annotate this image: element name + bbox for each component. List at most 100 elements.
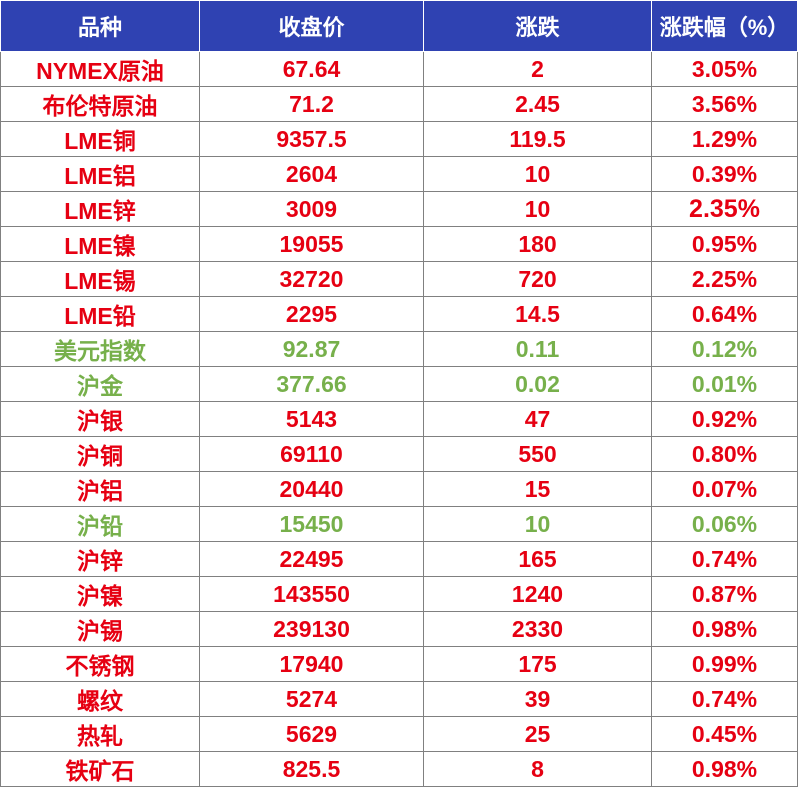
cell-change-percent: 0.99% xyxy=(651,646,798,682)
table-row: LME锡 32720 720 2.25% xyxy=(0,261,798,297)
header-change-percent: 涨跌幅（%） xyxy=(651,0,798,52)
cell-variety: LME锡 xyxy=(0,261,200,297)
table-header: 品种 收盘价 涨跌 涨跌幅（%） xyxy=(0,0,798,52)
cell-change-percent: 2.25% xyxy=(651,261,798,297)
cell-change: 1240 xyxy=(423,576,652,612)
cell-variety: NYMEX原油 xyxy=(0,51,200,87)
cell-change: 2 xyxy=(423,51,652,87)
cell-change-percent: 1.29% xyxy=(651,121,798,157)
cell-change-percent: 0.74% xyxy=(651,681,798,717)
cell-variety: 沪金 xyxy=(0,366,200,402)
cell-change: 25 xyxy=(423,716,652,752)
cell-change-percent: 0.06% xyxy=(651,506,798,542)
cell-change-percent: 0.87% xyxy=(651,576,798,612)
cell-change: 2330 xyxy=(423,611,652,647)
cell-change-percent: 0.92% xyxy=(651,401,798,437)
cell-close-price: 239130 xyxy=(199,611,424,647)
cell-variety: LME铅 xyxy=(0,296,200,332)
cell-change: 14.5 xyxy=(423,296,652,332)
cell-change-percent: 2.35% xyxy=(651,191,798,227)
table-row: LME铅 2295 14.5 0.64% xyxy=(0,296,798,332)
cell-variety: LME铜 xyxy=(0,121,200,157)
cell-close-price: 67.64 xyxy=(199,51,424,87)
cell-variety: 不锈钢 xyxy=(0,646,200,682)
cell-variety: 沪铅 xyxy=(0,506,200,542)
cell-close-price: 22495 xyxy=(199,541,424,577)
cell-close-price: 15450 xyxy=(199,506,424,542)
cell-change: 10 xyxy=(423,506,652,542)
table-row: LME铝 2604 10 0.39% xyxy=(0,156,798,192)
table-row: 沪锌 22495 165 0.74% xyxy=(0,541,798,577)
cell-variety: LME镍 xyxy=(0,226,200,262)
cell-variety: 美元指数 xyxy=(0,331,200,367)
header-variety: 品种 xyxy=(0,0,200,52)
table-row: 不锈钢 17940 175 0.99% xyxy=(0,646,798,682)
cell-change-percent: 0.01% xyxy=(651,366,798,402)
cell-variety: 沪锌 xyxy=(0,541,200,577)
cell-change-percent: 0.74% xyxy=(651,541,798,577)
cell-close-price: 3009 xyxy=(199,191,424,227)
cell-variety: LME锌 xyxy=(0,191,200,227)
header-row: 品种 收盘价 涨跌 涨跌幅（%） xyxy=(0,0,798,52)
cell-change-percent: 0.98% xyxy=(651,611,798,647)
header-close-price: 收盘价 xyxy=(199,0,424,52)
cell-change-percent: 0.95% xyxy=(651,226,798,262)
table-row: 美元指数 92.87 0.11 0.12% xyxy=(0,331,798,367)
cell-change: 47 xyxy=(423,401,652,437)
cell-change: 165 xyxy=(423,541,652,577)
cell-close-price: 9357.5 xyxy=(199,121,424,157)
table-row: 沪铜 69110 550 0.80% xyxy=(0,436,798,472)
cell-variety: 螺纹 xyxy=(0,681,200,717)
cell-variety: 沪银 xyxy=(0,401,200,437)
cell-close-price: 5274 xyxy=(199,681,424,717)
table-row: 布伦特原油 71.2 2.45 3.56% xyxy=(0,86,798,122)
cell-change: 550 xyxy=(423,436,652,472)
cell-close-price: 92.87 xyxy=(199,331,424,367)
table-row: 沪银 5143 47 0.92% xyxy=(0,401,798,437)
table-row: LME镍 19055 180 0.95% xyxy=(0,226,798,262)
cell-close-price: 20440 xyxy=(199,471,424,507)
cell-change-percent: 0.07% xyxy=(651,471,798,507)
cell-variety: 热轧 xyxy=(0,716,200,752)
cell-change: 119.5 xyxy=(423,121,652,157)
cell-variety: 沪镍 xyxy=(0,576,200,612)
cell-change: 175 xyxy=(423,646,652,682)
table-row: NYMEX原油 67.64 2 3.05% xyxy=(0,51,798,87)
cell-variety: LME铝 xyxy=(0,156,200,192)
cell-change: 8 xyxy=(423,751,652,787)
cell-change-percent: 0.45% xyxy=(651,716,798,752)
cell-variety: 沪铜 xyxy=(0,436,200,472)
table-row: 沪金 377.66 0.02 0.01% xyxy=(0,366,798,402)
table-row: 沪铅 15450 10 0.06% xyxy=(0,506,798,542)
cell-change: 10 xyxy=(423,156,652,192)
table-row: 铁矿石 825.5 8 0.98% xyxy=(0,751,798,787)
cell-close-price: 2604 xyxy=(199,156,424,192)
cell-change-percent: 0.80% xyxy=(651,436,798,472)
table-body: NYMEX原油 67.64 2 3.05% 布伦特原油 71.2 2.45 3.56% LME铜… xyxy=(0,51,798,787)
cell-change: 180 xyxy=(423,226,652,262)
cell-close-price: 143550 xyxy=(199,576,424,612)
cell-change-percent: 0.12% xyxy=(651,331,798,367)
table-row: LME锌 3009 10 2.35% xyxy=(0,191,798,227)
cell-change: 10 xyxy=(423,191,652,227)
table-row: 沪铝 20440 15 0.07% xyxy=(0,471,798,507)
cell-close-price: 5143 xyxy=(199,401,424,437)
cell-close-price: 825.5 xyxy=(199,751,424,787)
header-change: 涨跌 xyxy=(423,0,652,52)
cell-change: 2.45 xyxy=(423,86,652,122)
cell-variety: 沪铝 xyxy=(0,471,200,507)
cell-close-price: 69110 xyxy=(199,436,424,472)
cell-change-percent: 3.05% xyxy=(651,51,798,87)
cell-variety: 布伦特原油 xyxy=(0,86,200,122)
cell-change-percent: 0.64% xyxy=(651,296,798,332)
table-row: 沪镍 143550 1240 0.87% xyxy=(0,576,798,612)
cell-change: 15 xyxy=(423,471,652,507)
cell-close-price: 19055 xyxy=(199,226,424,262)
cell-change-percent: 0.98% xyxy=(651,751,798,787)
cell-close-price: 5629 xyxy=(199,716,424,752)
cell-close-price: 71.2 xyxy=(199,86,424,122)
cell-change: 0.02 xyxy=(423,366,652,402)
cell-change: 720 xyxy=(423,261,652,297)
